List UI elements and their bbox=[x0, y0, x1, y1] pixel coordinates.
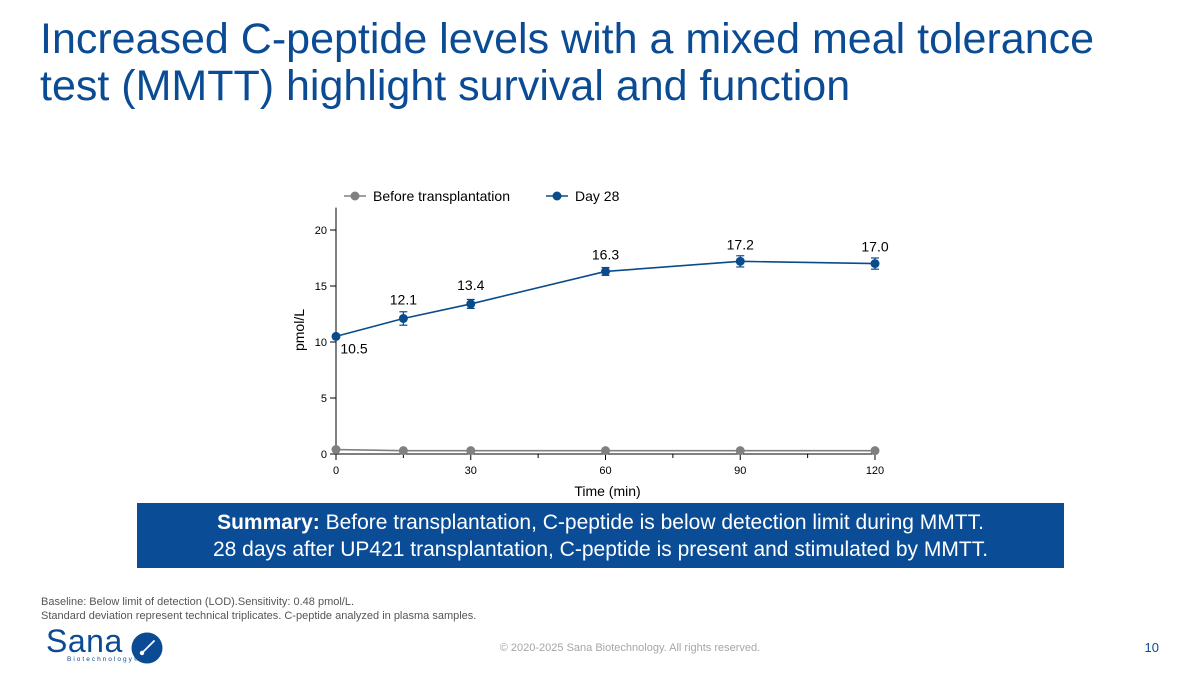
data-point bbox=[398, 313, 408, 323]
legend-item-before-transplantation: Before transplantation bbox=[344, 188, 510, 204]
footnote-line-1: Baseline: Below limit of detection (LOD)… bbox=[41, 596, 355, 608]
y-tick-label: 15 bbox=[315, 281, 327, 293]
page-number: 10 bbox=[1144, 640, 1159, 655]
chart-axes: 0 5 10 15 20 0 30 60 90 120 Time (min) pmol/L bbox=[291, 207, 884, 499]
data-point bbox=[466, 299, 476, 309]
x-tick-label: 60 bbox=[599, 465, 611, 477]
data-point bbox=[601, 446, 610, 456]
data-point bbox=[398, 446, 408, 456]
y-axis-title: pmol/L bbox=[291, 309, 307, 351]
data-label: 17.0 bbox=[861, 239, 888, 255]
x-tick-label: 0 bbox=[333, 465, 339, 477]
series-line bbox=[335, 260, 876, 338]
data-point bbox=[331, 445, 341, 455]
data-point bbox=[735, 446, 745, 456]
y-tick-label: 20 bbox=[315, 225, 327, 237]
y-tick-label: 10 bbox=[315, 337, 327, 349]
x-tick-label: 120 bbox=[866, 465, 884, 477]
data-label: 10.5 bbox=[340, 340, 367, 356]
y-tick-label: 0 bbox=[321, 449, 327, 461]
logo-subtitle: Biotechnology® bbox=[67, 656, 141, 663]
copyright-notice: © 2020-2025 Sana Biotechnology. All righ… bbox=[499, 642, 761, 654]
title-line-2: test (MMTT) highlight survival and funct… bbox=[40, 62, 851, 110]
legend-item-day-28: Day 28 bbox=[546, 188, 620, 204]
x-tick-label: 90 bbox=[734, 465, 746, 477]
legend-label: Before transplantation bbox=[373, 188, 510, 204]
x-tick-label: 30 bbox=[465, 465, 477, 477]
x-axis-title: Time (min) bbox=[574, 483, 640, 499]
data-label: 17.2 bbox=[727, 236, 754, 252]
summary-label: Summary: bbox=[217, 511, 320, 534]
summary-box: Summary: Before transplantation, C-pepti… bbox=[137, 503, 1064, 568]
summary-line-2: 28 days after UP421 transplantation, C-p… bbox=[212, 538, 989, 561]
data-label: 12.1 bbox=[390, 291, 417, 307]
footnote-line-2: Standard deviation represent technical t… bbox=[41, 610, 477, 622]
data-point bbox=[466, 446, 476, 456]
legend-marker bbox=[350, 191, 360, 201]
data-point bbox=[601, 266, 610, 276]
data-point bbox=[870, 446, 880, 456]
slide-title: Increased C-peptide levels with a mixed … bbox=[40, 16, 1170, 110]
chart-legend: Before transplantation Day 28 bbox=[344, 188, 620, 204]
title-line-1: Increased C-peptide levels with a mixed … bbox=[40, 15, 1095, 63]
data-point bbox=[331, 331, 341, 341]
series-line bbox=[335, 448, 875, 452]
sana-logo: Sana Biotechnology® bbox=[46, 623, 166, 667]
series-before-transplantation bbox=[331, 445, 880, 456]
legend-label: Day 28 bbox=[575, 188, 620, 204]
legend-marker bbox=[552, 191, 562, 201]
summary-line-1: Summary: Before transplantation, C-pepti… bbox=[137, 509, 1064, 536]
logo-wordmark: Sana bbox=[46, 623, 123, 659]
y-tick-label: 5 bbox=[321, 393, 327, 405]
series-day-28: 10.5 12.1 13.4 16.3 17.2 17.0 bbox=[331, 236, 889, 356]
chart-plot-area: 10.5 12.1 13.4 16.3 17.2 17.0 bbox=[331, 236, 889, 456]
data-point bbox=[870, 259, 880, 269]
data-label: 16.3 bbox=[592, 246, 619, 262]
data-label: 13.4 bbox=[457, 277, 484, 293]
logo-gauge-icon bbox=[131, 632, 163, 664]
summary-text-1: Before transplantation, C-peptide is bel… bbox=[319, 511, 984, 534]
footnote: Baseline: Below limit of detection (LOD)… bbox=[41, 595, 476, 623]
data-point bbox=[735, 256, 745, 266]
